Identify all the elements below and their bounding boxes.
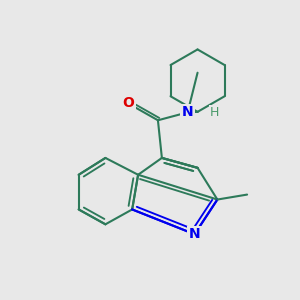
Text: N: N	[182, 105, 194, 119]
Text: H: H	[210, 106, 219, 119]
Text: N: N	[189, 227, 200, 241]
Text: O: O	[122, 96, 134, 110]
